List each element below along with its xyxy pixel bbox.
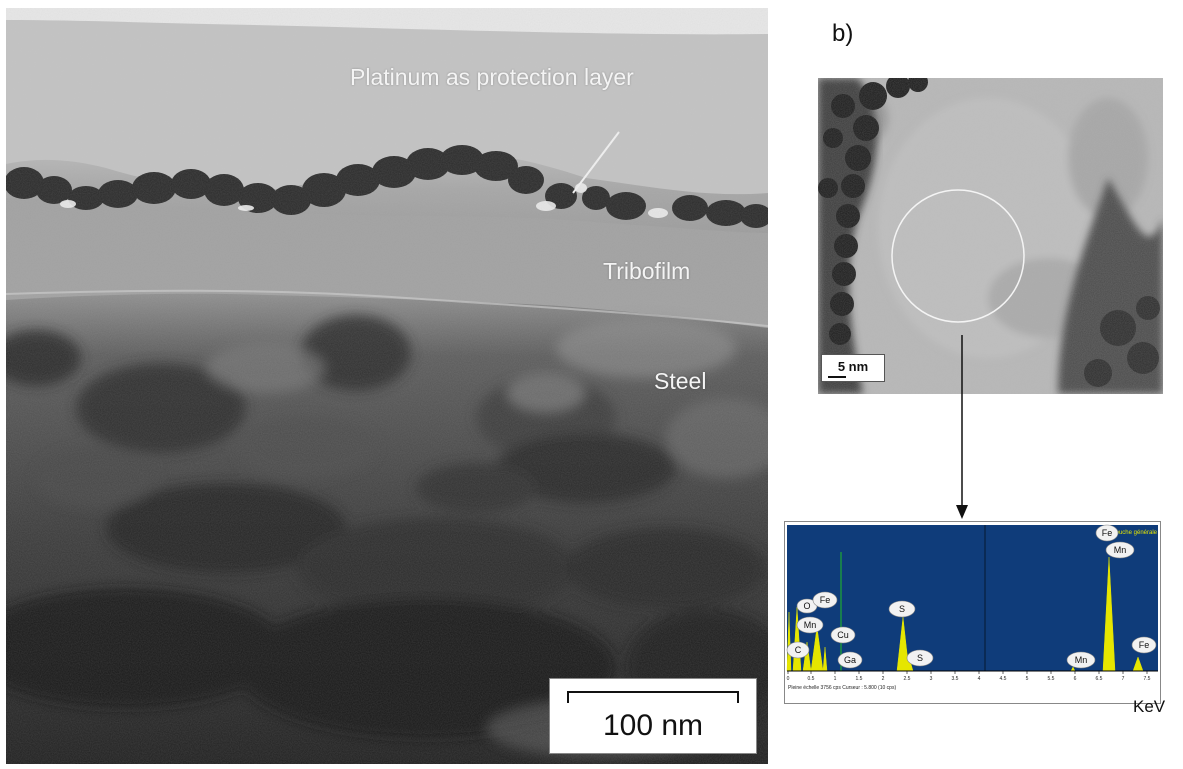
peak-label-mn: Mn xyxy=(804,620,817,630)
eds-tick: 5.5 xyxy=(1048,676,1055,682)
scale-bar-label: 100 nm xyxy=(602,709,704,742)
eds-footer: Pleine échelle 3756 cps Curseur : 5.800 … xyxy=(788,685,896,691)
eds-spectrum: couche générale 0 xyxy=(784,521,1161,704)
eds-tick: 6.5 xyxy=(1096,676,1103,682)
peak-label-c: C xyxy=(795,645,802,655)
eds-axis-unit: KeV xyxy=(1133,697,1166,716)
peak-label-o: O xyxy=(803,601,810,611)
scale-bar-100nm: 100 nm xyxy=(549,678,757,754)
hrtem-image: 5 nm xyxy=(818,78,1163,394)
eds-tick: 1.5 xyxy=(856,676,863,682)
eds-plot-area xyxy=(787,525,1158,671)
peak-label-mn: Mn xyxy=(1114,545,1127,555)
eds-tick: 3.5 xyxy=(952,676,959,682)
scale-bar-b-label: 5 nm xyxy=(837,359,869,374)
hrtem-image-graphic xyxy=(818,78,1163,394)
eds-tick: 4.5 xyxy=(1000,676,1007,682)
eds-tick: 0 xyxy=(787,676,790,682)
eds-tick: 0.5 xyxy=(808,676,815,682)
steel-label: Steel xyxy=(654,368,707,394)
eds-tick: 5 xyxy=(1026,676,1029,682)
peak-label-s: S xyxy=(899,604,905,614)
scale-bar-b-line xyxy=(828,376,846,378)
eds-spectrum-graphic: couche générale 0 xyxy=(786,524,1158,691)
analysis-area-circle xyxy=(891,189,1025,323)
tem-image-graphic xyxy=(6,8,768,764)
eds-annotation: couche générale xyxy=(1113,530,1158,536)
peak-label-fe: Fe xyxy=(1102,528,1113,538)
peak-label-fe: Fe xyxy=(820,595,831,605)
tribofilm-label: Tribofilm xyxy=(603,258,691,284)
peak-label-mn: Mn xyxy=(1075,655,1088,665)
eds-tick: 7.5 xyxy=(1144,676,1151,682)
panel-b-letter: b) xyxy=(832,20,854,47)
peak-label-s: S xyxy=(917,653,923,663)
scale-bar-5nm: 5 nm xyxy=(821,354,885,382)
peak-label-cu: Cu xyxy=(837,630,849,640)
scale-bar-line xyxy=(567,691,739,703)
eds-tick: 2 xyxy=(882,676,885,682)
eds-tick: 3 xyxy=(930,676,933,682)
peak-label-fe: Fe xyxy=(1139,640,1150,650)
eds-peak-labels: Fe Mn O Fe Mn Cu C Ga S S Mn Fe xyxy=(786,524,1157,669)
tem-cross-section-image: Platinum as protection layer Tribofilm S… xyxy=(6,8,768,764)
eds-tick: 4 xyxy=(978,676,981,682)
peak-label-ga: Ga xyxy=(844,655,856,665)
eds-tick: 1 xyxy=(834,676,837,682)
platinum-layer-label: Platinum as protection layer xyxy=(350,64,634,90)
eds-tick: 6 xyxy=(1074,676,1077,682)
eds-tick: 2.5 xyxy=(904,676,911,682)
arrow-to-spectrum xyxy=(956,335,968,519)
eds-tick: 7 xyxy=(1122,676,1125,682)
